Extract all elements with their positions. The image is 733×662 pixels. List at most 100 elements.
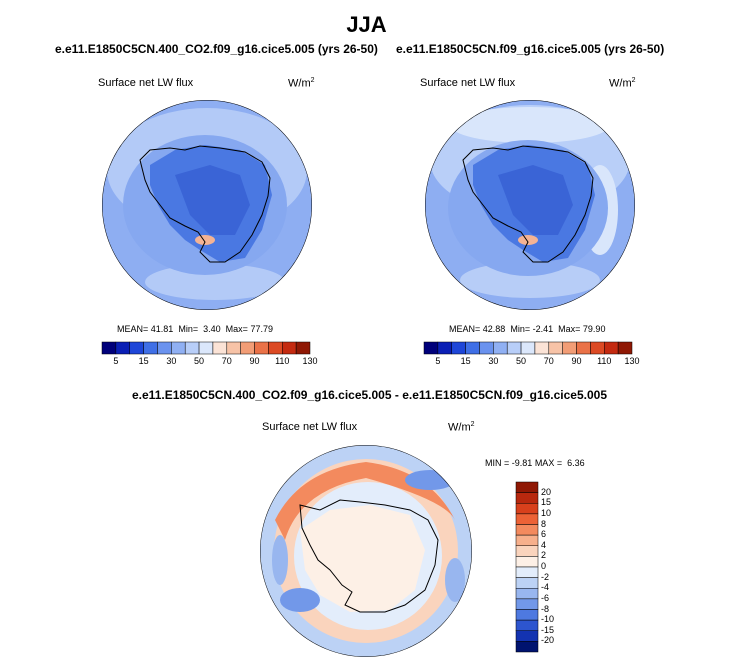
panel1-colorbar-swatch xyxy=(115,341,130,355)
panel3-colorbar-tick: -10 xyxy=(541,614,555,625)
panel1-colorbar-swatch xyxy=(101,341,117,355)
panel3-colorbar-swatch xyxy=(515,641,539,653)
panel1-colorbar-tick: 5 xyxy=(113,356,119,366)
panel2-min: -2.41 xyxy=(532,324,554,334)
panel3-colorbar-tick: -2 xyxy=(541,571,550,582)
panel2-variable-label: Surface net LW flux xyxy=(420,77,516,89)
panel3-colorbar xyxy=(515,481,539,653)
panel1-colorbar xyxy=(101,341,311,355)
panel1-colorbar-tick: 30 xyxy=(166,356,177,366)
panel2-colorbar-swatch xyxy=(534,341,550,355)
panel3-colorbar-swatch xyxy=(515,513,539,525)
panel3-variable-label: Surface net LW flux xyxy=(262,421,358,433)
panel1-colorbar-tick: 130 xyxy=(302,356,318,366)
panel3-continent-field xyxy=(300,505,425,612)
panel2-colorbar-tick: 50 xyxy=(516,356,527,366)
season-title: JJA xyxy=(346,12,387,37)
panel3-colorbar-swatch xyxy=(515,534,539,546)
panel3-colorbar-tick: 8 xyxy=(541,518,547,529)
panel1-colorbar-swatch xyxy=(129,341,144,355)
panel2-stats: MEAN= 42.88 Min= -2.41 Max= 79.90 xyxy=(449,324,606,334)
panel1-colorbar-tick: 70 xyxy=(221,356,232,366)
panel1-colorbar-tick: 50 xyxy=(194,356,205,366)
panel2-colorbar-swatch xyxy=(465,341,480,355)
panel3-max: 6.36 xyxy=(567,458,585,468)
panel1-coastline xyxy=(139,145,271,263)
panel3-map xyxy=(260,445,472,657)
panel1-map xyxy=(102,100,312,310)
panel2-colorbar-swatch xyxy=(506,341,522,355)
panel2-coastline xyxy=(462,145,594,263)
panel3-colorbar-tick: 20 xyxy=(541,486,552,497)
panel2-colorbar-swatch xyxy=(520,341,536,355)
panel3-colorbar-tick: -4 xyxy=(541,582,550,593)
panel2-colorbar-swatch xyxy=(451,341,466,355)
panel2-colorbar-tick: 70 xyxy=(543,356,554,366)
panel2-colorbar-swatch xyxy=(493,341,508,355)
panel1-colorbar-swatch xyxy=(240,341,255,355)
panel3-units: W/m2 xyxy=(448,421,475,434)
panel1-variable-label: Surface net LW flux xyxy=(98,77,194,89)
panel3-colorbar-swatch xyxy=(515,556,539,568)
panel2-colorbar-tick: 90 xyxy=(571,356,582,366)
panel1-colorbar-swatch xyxy=(226,341,241,355)
panel1-colorbar-tick: 110 xyxy=(275,356,290,366)
panel1-colorbar-swatch xyxy=(157,341,172,355)
panel1-colorbar-swatch xyxy=(171,341,186,355)
panel3-colorbar-tick: -8 xyxy=(541,603,550,614)
panel3-colorbar-swatch xyxy=(515,481,539,493)
panel2-colorbar-swatch xyxy=(617,341,633,355)
panel2-units: W/m2 xyxy=(609,77,636,90)
panel2-colorbar-tick: 5 xyxy=(435,356,441,366)
panel1-colorbar-swatch xyxy=(282,341,297,355)
panel3-colorbar-swatch xyxy=(515,598,539,610)
panel2-colorbar-swatch xyxy=(423,341,439,355)
panel1-min: 3.40 xyxy=(203,324,221,334)
panel3-colorbar-tick: -15 xyxy=(541,624,555,635)
panel1-colorbar-swatch xyxy=(268,341,283,355)
panel3-colorbar-swatch xyxy=(515,545,539,557)
diff-title: e.e11.E1850C5CN.400_CO2.f09_g16.cice5.00… xyxy=(132,388,608,402)
panel3-min: -9.81 xyxy=(511,458,533,468)
panel1-colorbar-tick: 90 xyxy=(249,356,260,366)
panel2-case-title: e.e11.E1850C5CN.f09_g16.cice5.005 (yrs 2… xyxy=(396,42,665,56)
panel3-colorbar-tick: -6 xyxy=(541,592,550,603)
panel3-colorbar-swatch xyxy=(515,503,539,515)
panel2-colorbar-swatch xyxy=(576,341,591,355)
panel2-max: 79.90 xyxy=(582,324,606,334)
panel1-case-title: e.e11.E1850C5CN.400_CO2.f09_g16.cice5.00… xyxy=(55,42,378,56)
panel3-colorbar-swatch xyxy=(515,619,539,631)
panel2-colorbar-tick: 30 xyxy=(488,356,499,366)
panel3-colorbar-swatch xyxy=(515,566,539,578)
panel3-colorbar-swatch xyxy=(515,609,539,621)
panel1-mean: 41.81 xyxy=(150,324,174,334)
panel2-colorbar-swatch xyxy=(590,341,605,355)
panel3-colorbar-swatch xyxy=(515,588,539,600)
panel2-colorbar-swatch xyxy=(479,341,494,355)
panel3-stats: MIN = -9.81 MAX = 6.36 xyxy=(485,458,585,468)
panel1-colorbar-swatch xyxy=(198,341,214,355)
panel1-colorbar-tick: 15 xyxy=(138,356,149,366)
panel3-colorbar-tick: 2 xyxy=(541,550,547,561)
panel2-colorbar-swatch xyxy=(437,341,452,355)
panel2-colorbar-swatch xyxy=(562,341,577,355)
panel3-colorbar-tick: 4 xyxy=(541,539,547,550)
panel2-colorbar-swatch xyxy=(548,341,563,355)
panel2-mean: 42.88 xyxy=(482,324,506,334)
panel1-colorbar-swatch xyxy=(184,341,200,355)
panel1-max: 77.79 xyxy=(250,324,273,334)
panel3-colorbar-tick: 0 xyxy=(541,561,547,571)
panel3-colorbar-swatch xyxy=(515,524,539,536)
panel1-stats: MEAN= 41.81 Min= 3.40 Max= 77.79 xyxy=(117,324,273,334)
panel1-colorbar-swatch xyxy=(254,341,269,355)
panel2-colorbar-tick: 15 xyxy=(460,356,471,366)
panel1-colorbar-swatch xyxy=(295,341,311,355)
panel2-colorbar xyxy=(423,341,633,355)
panel3-colorbar-swatch xyxy=(515,630,539,642)
panel3-colorbar-tick: -20 xyxy=(541,635,555,646)
panel2-map xyxy=(425,100,635,310)
panel2-colorbar-tick: 130 xyxy=(624,356,640,366)
panel3-coastline xyxy=(299,499,439,613)
panel3-colorbar-tick: 10 xyxy=(541,507,552,518)
